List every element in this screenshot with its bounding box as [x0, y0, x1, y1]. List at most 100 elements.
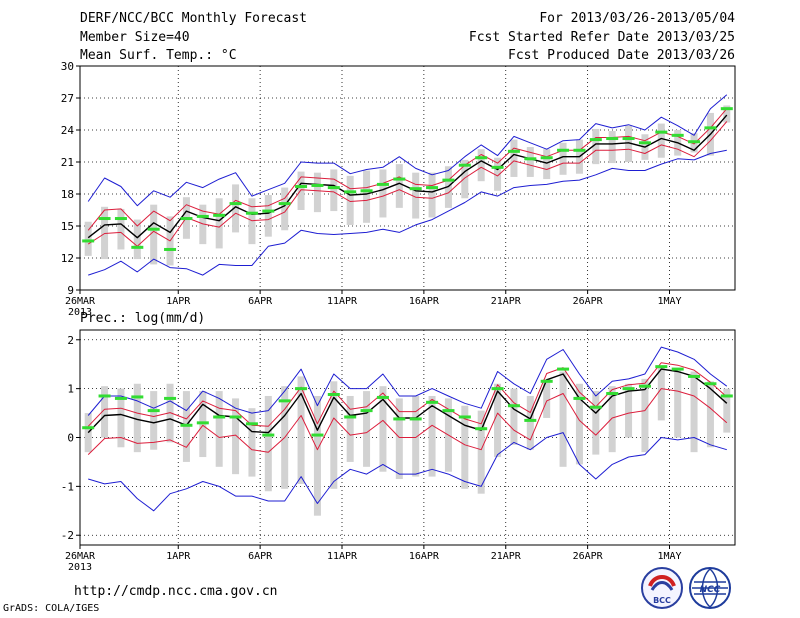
member-range-bar — [510, 139, 518, 177]
min-line — [88, 432, 727, 512]
y-tick-label: 1 — [67, 383, 74, 396]
member-range-bar — [101, 206, 109, 260]
member-range-bar — [313, 395, 321, 516]
observed-marker — [507, 149, 520, 153]
x-tick-label: 1MAY — [657, 296, 681, 307]
observed-marker — [376, 182, 389, 186]
observed-marker — [393, 177, 406, 181]
member-range-bar — [559, 142, 567, 175]
x-tick-label: 1APR — [166, 551, 191, 562]
observed-marker — [540, 156, 553, 160]
observed-marker — [229, 202, 242, 206]
observed-marker — [344, 415, 357, 419]
member-size-label: Member Size=40 — [80, 30, 190, 45]
observed-marker — [295, 185, 308, 189]
member-range-bar — [395, 398, 403, 480]
member-range-bar — [313, 172, 321, 213]
observed-marker — [671, 133, 684, 137]
member-range-bar — [297, 171, 305, 210]
member-range-bar — [526, 395, 534, 450]
member-range-bar — [690, 371, 698, 453]
observed-marker — [147, 227, 160, 231]
member-range-bar — [723, 105, 731, 123]
ncc-logo-text: NCC — [700, 585, 721, 595]
observed-marker — [426, 400, 439, 404]
member-range-bar — [133, 383, 141, 453]
member-range-bar — [346, 395, 354, 462]
observed-marker — [278, 399, 291, 403]
observed-marker — [164, 396, 177, 400]
member-range-bar — [395, 164, 403, 208]
temp-panel-title: Mean Surf. Temp.: °C — [80, 48, 237, 63]
member-range-bar — [379, 386, 387, 472]
x-tick-label: 16APR — [409, 551, 440, 562]
observed-marker — [180, 423, 193, 427]
member-range-bar — [477, 410, 485, 494]
member-range-bar — [575, 383, 583, 465]
member-range-bar — [641, 378, 649, 453]
observed-marker — [311, 183, 324, 187]
member-range-bar — [625, 125, 633, 162]
x-tick-label: 21APR — [491, 551, 522, 562]
observed-marker — [475, 427, 488, 431]
observed-marker — [426, 186, 439, 190]
ncc-logo: NCC — [689, 567, 731, 609]
y-tick-label: 30 — [61, 60, 74, 73]
y-tick-label: 18 — [61, 188, 74, 201]
observed-marker — [409, 187, 422, 191]
x-tick-label: 11APR — [327, 551, 358, 562]
member-range-bar — [428, 395, 436, 477]
observed-marker — [688, 374, 701, 378]
member-range-bar — [592, 391, 600, 455]
member-range-bar — [248, 198, 256, 245]
grads-credit: GrADS: COLA/IGES — [3, 603, 100, 614]
member-range-bar — [559, 371, 567, 467]
observed-marker — [278, 202, 291, 206]
fcst-started-date: Fcst Started Refer Date 2013/03/25 — [468, 30, 735, 45]
spread-upper-line — [87, 362, 728, 427]
y-tick-label: -1 — [61, 480, 74, 493]
observed-marker — [114, 217, 127, 221]
y-tick-label: 24 — [61, 124, 75, 137]
spread-upper-line — [87, 108, 728, 231]
observed-marker — [589, 138, 602, 142]
observed-marker — [147, 409, 160, 413]
x-tick-label: 6APR — [248, 551, 273, 562]
observed-marker — [720, 107, 733, 111]
member-range-bar — [543, 149, 551, 180]
observed-marker — [360, 409, 373, 413]
observed-marker — [573, 148, 586, 152]
observed-marker — [557, 148, 570, 152]
member-range-bar — [379, 169, 387, 218]
spread-lower-line — [87, 121, 728, 247]
member-range-bar — [608, 386, 616, 453]
x-tick-label: 26APR — [573, 296, 604, 307]
x-tick-label: 1APR — [166, 296, 191, 307]
member-range-bar — [477, 149, 485, 182]
y-tick-label: -2 — [61, 529, 74, 542]
member-range-bar — [608, 131, 616, 164]
x-tick-label: 26APR — [573, 551, 604, 562]
observed-marker — [524, 157, 537, 161]
member-range-bar — [133, 219, 141, 260]
member-range-bar — [330, 381, 338, 489]
bcc-logo-text: BCC — [653, 596, 671, 605]
x-tick-label: 1MAY — [657, 551, 681, 562]
observed-marker — [180, 217, 193, 221]
observed-marker — [507, 404, 520, 408]
observed-marker — [393, 417, 406, 421]
observed-marker — [524, 418, 537, 422]
min-line — [88, 149, 727, 276]
member-range-bar — [363, 170, 371, 223]
member-range-bar — [526, 147, 534, 177]
y-tick-label: 2 — [67, 334, 74, 347]
y-tick-label: 12 — [61, 252, 74, 265]
x-year-label: 2013 — [68, 307, 92, 318]
observed-marker — [671, 367, 684, 371]
observed-marker — [720, 394, 733, 398]
member-range-bar — [494, 157, 502, 191]
source-url[interactable]: http://cmdp.ncc.cma.gov.cn — [74, 584, 278, 599]
member-range-bar — [543, 378, 551, 418]
observed-marker — [245, 211, 258, 215]
